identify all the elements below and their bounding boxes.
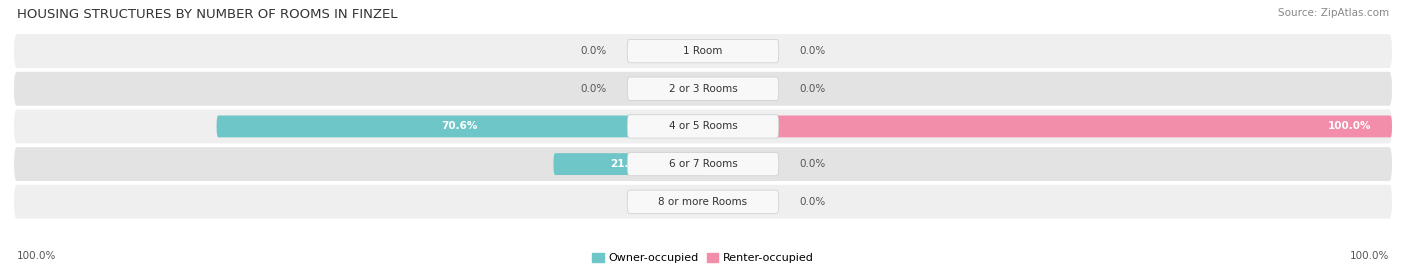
FancyBboxPatch shape (627, 115, 779, 138)
Text: Source: ZipAtlas.com: Source: ZipAtlas.com (1278, 8, 1389, 18)
FancyBboxPatch shape (14, 185, 1392, 219)
Text: 6 or 7 Rooms: 6 or 7 Rooms (669, 159, 737, 169)
Text: 70.6%: 70.6% (441, 121, 478, 132)
Text: 1 Room: 1 Room (683, 46, 723, 56)
FancyBboxPatch shape (627, 153, 779, 176)
Text: 0.0%: 0.0% (800, 197, 825, 207)
FancyBboxPatch shape (650, 191, 703, 213)
Text: 0.0%: 0.0% (581, 46, 606, 56)
Text: 100.0%: 100.0% (1350, 251, 1389, 261)
FancyBboxPatch shape (217, 115, 703, 137)
Text: HOUSING STRUCTURES BY NUMBER OF ROOMS IN FINZEL: HOUSING STRUCTURES BY NUMBER OF ROOMS IN… (17, 8, 398, 21)
Text: 0.0%: 0.0% (800, 159, 825, 169)
Text: 100.0%: 100.0% (17, 251, 56, 261)
FancyBboxPatch shape (554, 153, 703, 175)
Text: 8 or more Rooms: 8 or more Rooms (658, 197, 748, 207)
Text: 0.0%: 0.0% (800, 84, 825, 94)
FancyBboxPatch shape (627, 77, 779, 100)
Text: 7.8%: 7.8% (662, 197, 690, 207)
Text: 21.7%: 21.7% (610, 159, 647, 169)
FancyBboxPatch shape (627, 190, 779, 213)
FancyBboxPatch shape (14, 109, 1392, 143)
Legend: Owner-occupied, Renter-occupied: Owner-occupied, Renter-occupied (592, 253, 814, 263)
FancyBboxPatch shape (703, 115, 1392, 137)
FancyBboxPatch shape (627, 40, 779, 63)
Text: 2 or 3 Rooms: 2 or 3 Rooms (669, 84, 737, 94)
Text: 0.0%: 0.0% (800, 46, 825, 56)
Text: 100.0%: 100.0% (1327, 121, 1371, 132)
FancyBboxPatch shape (14, 72, 1392, 106)
FancyBboxPatch shape (14, 34, 1392, 68)
Text: 0.0%: 0.0% (581, 84, 606, 94)
FancyBboxPatch shape (14, 147, 1392, 181)
Text: 4 or 5 Rooms: 4 or 5 Rooms (669, 121, 737, 132)
